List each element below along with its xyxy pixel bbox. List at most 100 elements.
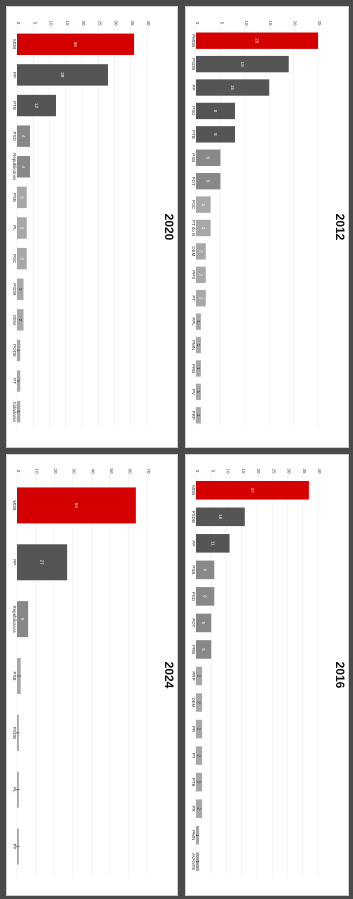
data-label: 3 — [201, 203, 206, 206]
category-label: PRP — [191, 411, 196, 420]
tick-label: 35 — [130, 20, 135, 26]
category-label: PTB — [191, 130, 196, 139]
tick-label: 30 — [72, 468, 77, 474]
tick-label: 15 — [268, 20, 273, 26]
category-label: PSB — [191, 565, 196, 574]
tick-label: 0 — [195, 22, 200, 25]
bar — [196, 196, 211, 213]
data-label: 2 — [197, 781, 202, 784]
bar — [196, 480, 309, 500]
data-label: 28 — [60, 72, 65, 78]
tick-label: 25 — [271, 468, 276, 474]
bar — [17, 544, 68, 581]
data-label: 5 — [206, 157, 211, 160]
chart-panel-2012: 0 5 10 15 20 25 PMDB 25 PSDB 19 PP 15 PSD 8 PTB 8 PSB 5 PD… — [185, 6, 349, 448]
data-label: 2 — [197, 728, 202, 731]
tick-label: 20 — [293, 20, 298, 26]
data-label: 2 — [197, 701, 202, 704]
data-label: 16 — [218, 514, 223, 520]
data-label: 3 — [19, 257, 24, 260]
bar — [17, 370, 21, 392]
chart-title: 2020 — [162, 214, 176, 241]
tick-label: 10 — [226, 468, 231, 474]
bar — [196, 746, 203, 765]
tick-label: 25 — [317, 20, 322, 26]
data-label: 3 — [19, 227, 24, 230]
data-label: 19 — [240, 62, 245, 68]
category-label: MDB — [12, 500, 17, 510]
bar — [17, 658, 21, 694]
data-label: 2 — [16, 675, 21, 678]
category-label: PP — [191, 85, 196, 91]
category-label: PT — [12, 844, 17, 850]
bar — [196, 79, 270, 96]
chart-title: 2012 — [333, 214, 347, 241]
data-label: 2 — [198, 250, 203, 253]
category-label: PT — [191, 295, 196, 301]
data-label: 4 — [21, 135, 26, 138]
data-label: 1 — [195, 860, 200, 863]
category-label: PP — [191, 540, 196, 546]
category-label: PRP — [191, 671, 196, 680]
category-label: PSC — [12, 254, 17, 264]
tick-label: 70 — [146, 468, 151, 474]
bar — [17, 156, 30, 178]
bar — [196, 266, 206, 284]
bar — [196, 640, 212, 659]
category-label: DEM — [12, 315, 17, 325]
data-label: 1 — [196, 414, 201, 417]
category-label: PPS — [191, 270, 196, 279]
bar — [196, 102, 236, 120]
category-label: PSC — [191, 200, 196, 210]
category-label: PT do B — [191, 220, 196, 236]
chart-panel-2024: 0 10 20 30 40 50 60 70 MDB 64 PP 27 Republicanos 6 PSB… — [6, 454, 178, 896]
chart-title: 2024 — [162, 662, 176, 689]
data-label: 2 — [18, 288, 23, 291]
category-label: DEM — [191, 698, 196, 708]
chart-panel-2020: 0 5 10 15 20 25 30 35 40 MDB 36 PP 28 PTB 12 PSD 4 Republ… — [6, 6, 178, 448]
data-label: 6 — [20, 618, 25, 621]
category-label: PT — [191, 753, 196, 759]
category-label: PSD — [191, 106, 196, 116]
category-label: PSD — [191, 592, 196, 602]
data-label: 5 — [201, 648, 206, 651]
tick-label: 10 — [244, 20, 249, 26]
bar — [196, 507, 245, 527]
tick-label: 20 — [256, 468, 261, 474]
category-label: PMN — [191, 340, 196, 350]
chart-panel-2016: 0 5 10 15 20 25 30 35 40 MDB 37 PSDB 16 PP 11 PSB 6 PSD 6 P… — [185, 454, 349, 896]
category-label: Republicanos — [12, 153, 17, 181]
bar — [17, 487, 136, 524]
bar — [196, 336, 201, 354]
data-label: 1 — [15, 788, 20, 791]
tick-label: 10 — [49, 20, 54, 26]
data-label: 1 — [15, 845, 20, 848]
tick-label: 0 — [16, 22, 21, 25]
data-label: 8 — [213, 133, 218, 136]
category-label: PSDB — [12, 727, 17, 739]
data-label: 37 — [250, 488, 255, 494]
bar — [196, 852, 200, 872]
tick-label: 40 — [317, 468, 322, 474]
tick-label: 20 — [81, 20, 86, 26]
category-label: PRB — [191, 645, 196, 654]
category-label: PSB — [12, 671, 17, 680]
category-label: DEM — [191, 246, 196, 256]
tick-label: 0 — [195, 470, 200, 473]
category-label: PT — [12, 378, 17, 384]
data-label: 12 — [34, 103, 39, 109]
bar — [17, 125, 30, 147]
data-label: 1 — [196, 344, 201, 347]
category-label: PR — [191, 806, 196, 813]
data-label: 11 — [210, 541, 215, 546]
data-label: 1 — [195, 834, 200, 837]
tick-label: 40 — [90, 468, 95, 474]
data-label: 2 — [197, 807, 202, 810]
bar — [196, 587, 215, 606]
bar — [17, 400, 21, 423]
bar — [196, 825, 200, 845]
data-label: 1 — [15, 732, 20, 735]
data-label: 2 — [197, 754, 202, 757]
bar — [17, 771, 19, 808]
